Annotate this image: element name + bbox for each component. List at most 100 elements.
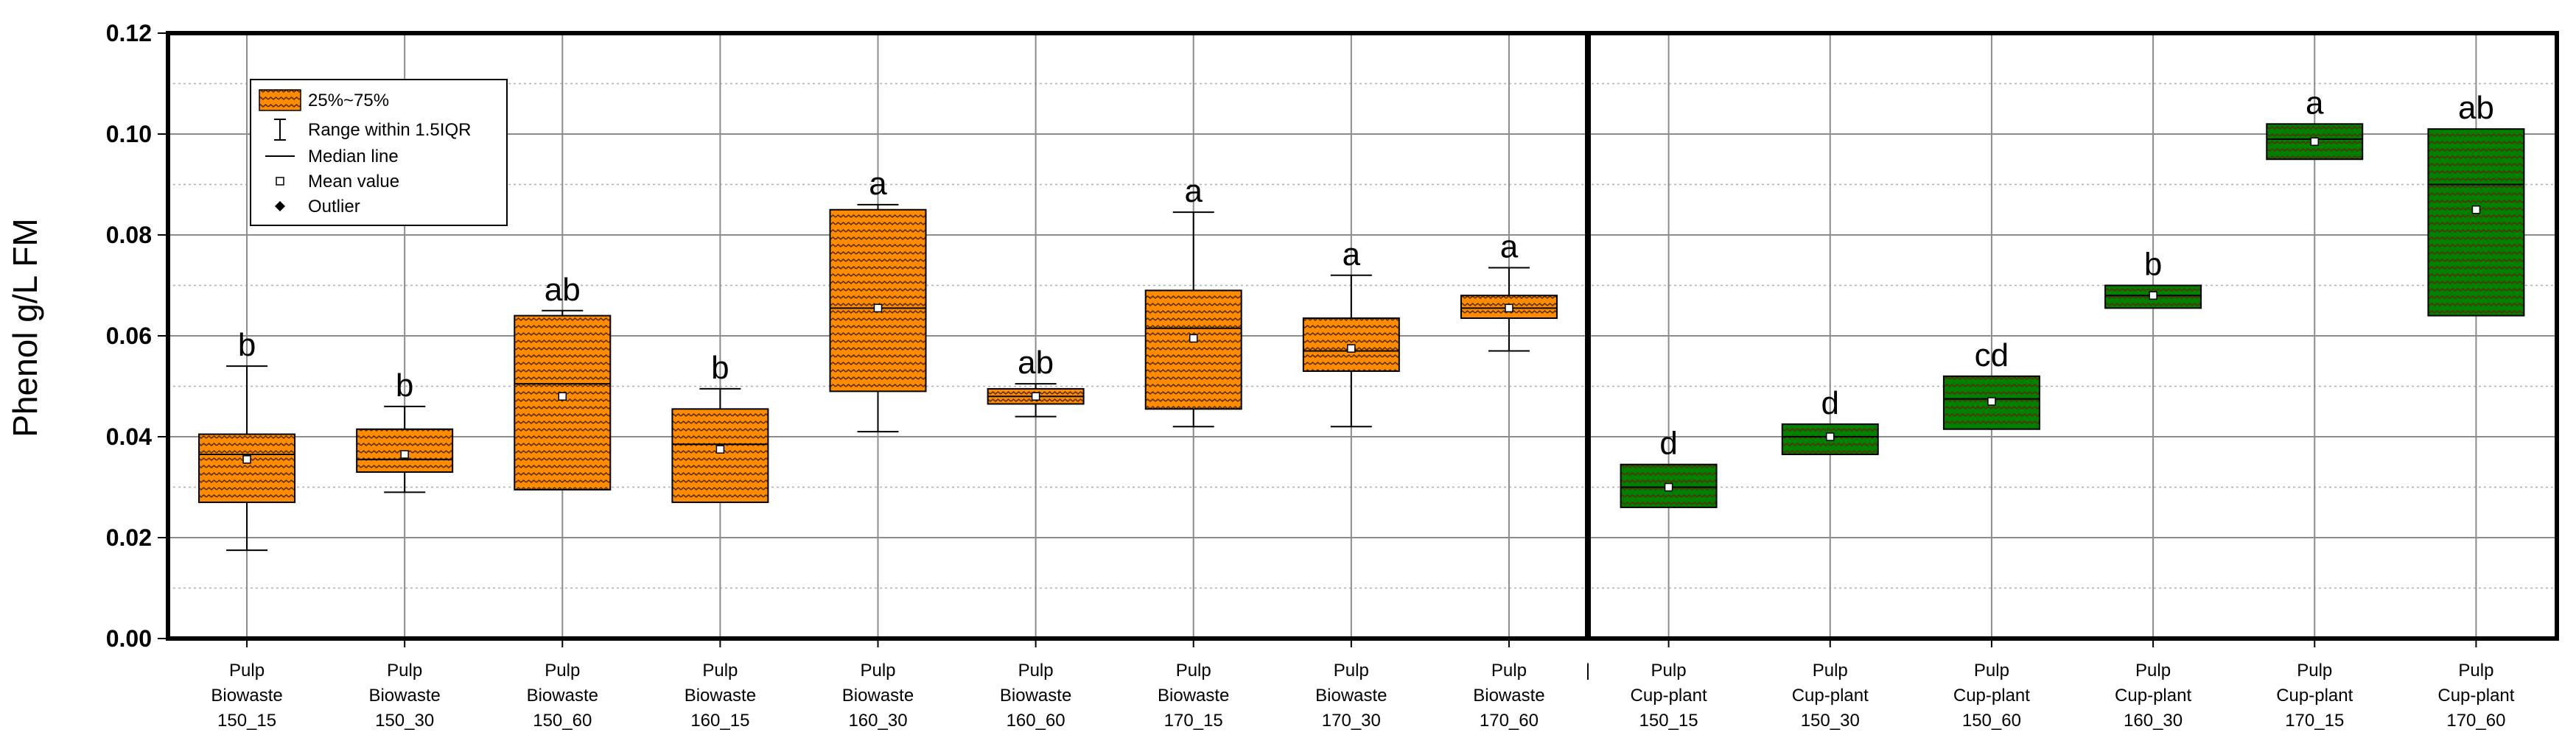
axes	[158, 31, 2559, 647]
significance-letter: ab	[1018, 345, 1054, 381]
x-tick-label: Cup-plant	[2437, 686, 2514, 706]
mean-marker	[400, 450, 409, 459]
box-series: b b ab b a ab a a a d d cd b a ab	[198, 85, 2525, 552]
significance-letter: b	[238, 327, 256, 363]
x-tick-label: Cup-plant	[1953, 686, 2030, 706]
mean-marker	[715, 445, 725, 454]
y-tick-label: 0.02	[106, 524, 152, 551]
mean-marker	[2149, 291, 2157, 300]
box-group: ab	[514, 272, 612, 490]
legend-mean-icon	[276, 177, 284, 186]
x-tick-label: 150_15	[217, 711, 276, 731]
box-group: a	[1460, 229, 1558, 352]
legend-range-label: Range within 1.5IQR	[308, 120, 471, 140]
legend: 25%~75% Range within 1.5IQR Median line Mea…	[250, 79, 508, 226]
significance-letter: a	[1343, 236, 1361, 272]
mean-marker	[1987, 397, 1996, 406]
box-iqr	[2427, 128, 2525, 317]
x-tick-label: Pulp	[545, 661, 580, 681]
x-tick-label: Pulp	[2135, 661, 2171, 681]
significance-letter: b	[396, 368, 413, 404]
legend-mean-label: Mean value	[308, 172, 399, 191]
box-group: a	[1302, 236, 1400, 428]
x-tick-label: Biowaste	[1000, 686, 1071, 706]
x-tick-label: Cup-plant	[1631, 686, 1707, 706]
x-tick-label: Pulp	[387, 661, 422, 681]
significance-letter: b	[2144, 247, 2162, 283]
box-iqr	[514, 314, 612, 490]
x-tick-label: Pulp	[1813, 661, 1848, 681]
x-tick-label: Pulp	[1491, 661, 1527, 681]
significance-letter: b	[711, 350, 729, 386]
significance-letter: ab	[2458, 90, 2494, 126]
significance-letter: a	[2306, 85, 2324, 121]
x-tick-label: Pulp	[1974, 661, 2009, 681]
x-tick-label: 150_30	[375, 711, 434, 731]
y-tick-label: 0.12	[106, 20, 152, 46]
x-tick-label: 170_60	[2446, 711, 2505, 731]
legend-box-pattern	[259, 89, 301, 111]
x-tick-label: 170_60	[1480, 711, 1539, 731]
box-group: a	[1144, 173, 1242, 428]
mean-marker	[242, 455, 251, 464]
x-tick-label: Pulp	[1651, 661, 1687, 681]
mean-marker	[558, 392, 567, 401]
mean-marker	[1664, 482, 1673, 492]
x-tick-label: Biowaste	[368, 686, 440, 706]
significance-letter: d	[1659, 426, 1677, 462]
box-iqr	[1144, 289, 1242, 410]
tick-labels: Pulp Biowaste 150_15 Pulp Biowaste 150_30 Pulp…	[106, 20, 2515, 731]
x-tick-label: Biowaste	[1158, 686, 1229, 706]
legend-outlier-label: Outlier	[308, 197, 360, 217]
box-group: a	[2266, 85, 2364, 161]
mean-marker	[1189, 334, 1198, 343]
box-group: b	[356, 368, 454, 493]
mean-marker	[1347, 344, 1356, 353]
box-iqr	[198, 433, 296, 504]
x-tick-label: Pulp	[860, 661, 895, 681]
significance-letter: a	[869, 166, 887, 202]
legend-median-label: Median line	[308, 147, 399, 166]
mean-marker	[2310, 137, 2319, 147]
legend-outlier-icon	[275, 201, 285, 211]
x-tick-label: Biowaste	[211, 686, 282, 706]
x-tick-label: 170_15	[2285, 711, 2344, 731]
box-group: d	[1781, 385, 1879, 455]
box-group: b	[2104, 247, 2202, 309]
y-tick-label: 0.08	[106, 222, 152, 248]
box-group: b	[671, 350, 769, 504]
x-tick-label: 160_60	[1007, 711, 1065, 731]
x-tick-label: 150_30	[1801, 711, 1860, 731]
x-tick-label: Pulp	[2297, 661, 2332, 681]
x-tick-label: Pulp	[2458, 661, 2493, 681]
significance-letter: d	[1821, 385, 1839, 421]
x-tick-label: 160_30	[2124, 711, 2183, 731]
x-tick-label: Biowaste	[527, 686, 598, 706]
x-tick-label: Biowaste	[1473, 686, 1544, 706]
x-tick-label: 150_15	[1639, 711, 1698, 731]
mean-marker	[1505, 303, 1513, 313]
x-tick-label: 170_15	[1164, 711, 1223, 731]
y-tick-label: 0.06	[106, 323, 152, 349]
plot-frame	[166, 31, 2559, 641]
x-tick-label: Biowaste	[685, 686, 756, 706]
x-tick-label: Pulp	[702, 661, 738, 681]
mean-marker	[1826, 432, 1835, 441]
y-tick-label: 0.10	[106, 121, 152, 147]
box-group: d	[1620, 426, 1718, 508]
x-tick-label: Pulp	[1176, 661, 1211, 681]
box-group: cd	[1942, 337, 2040, 430]
box-group: ab	[2427, 90, 2525, 317]
x-tick-label: Pulp	[1334, 661, 1369, 681]
significance-letter: cd	[1975, 337, 2009, 373]
x-tick-label: 150_60	[533, 711, 592, 731]
significance-letter: a	[1500, 229, 1519, 265]
box-group: a	[829, 166, 927, 433]
mean-marker	[2471, 205, 2481, 214]
x-tick-label: 170_30	[1322, 711, 1381, 731]
box-iqr	[829, 208, 927, 393]
box-group: b	[198, 327, 296, 552]
x-tick-label: 160_30	[848, 711, 907, 731]
x-tick-label: Pulp	[1018, 661, 1054, 681]
